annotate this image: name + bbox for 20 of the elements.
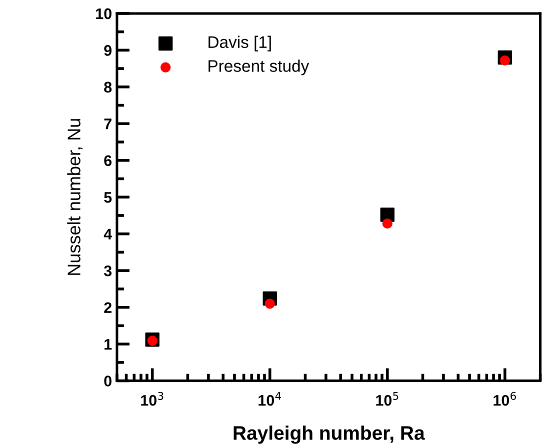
x-axis-title: Rayleigh number, Ra (234, 426, 425, 444)
y-tick-label: 7 (104, 118, 112, 130)
x-tick-label: 10$^{3}$ (141, 392, 164, 406)
y-tick-label: 5 (104, 192, 112, 203)
x-tick-label: 10$^{4}$ (258, 392, 281, 406)
y-tick-label: 0 (104, 376, 112, 386)
y-tick-label: 2 (104, 302, 112, 313)
y-tick-label: 3 (104, 265, 112, 276)
y-tick-label: 10 (96, 8, 112, 20)
y-tick-label: 4 (104, 228, 112, 240)
point (382, 218, 392, 229)
y-tick-label: 9 (104, 45, 112, 56)
legend-label: Davis [1] (208, 36, 271, 52)
x-tick-label: 10$^{5}$ (376, 392, 398, 406)
y-tick-label: 8 (104, 82, 112, 93)
y-tick-label: 1 (104, 339, 112, 350)
y-axis-title: Nusselt number, Nu (67, 119, 83, 275)
y-tick-label: 6 (104, 155, 112, 166)
x-tick-label: 10$^{6}$ (494, 392, 516, 406)
legend-label: Present study (208, 60, 310, 76)
